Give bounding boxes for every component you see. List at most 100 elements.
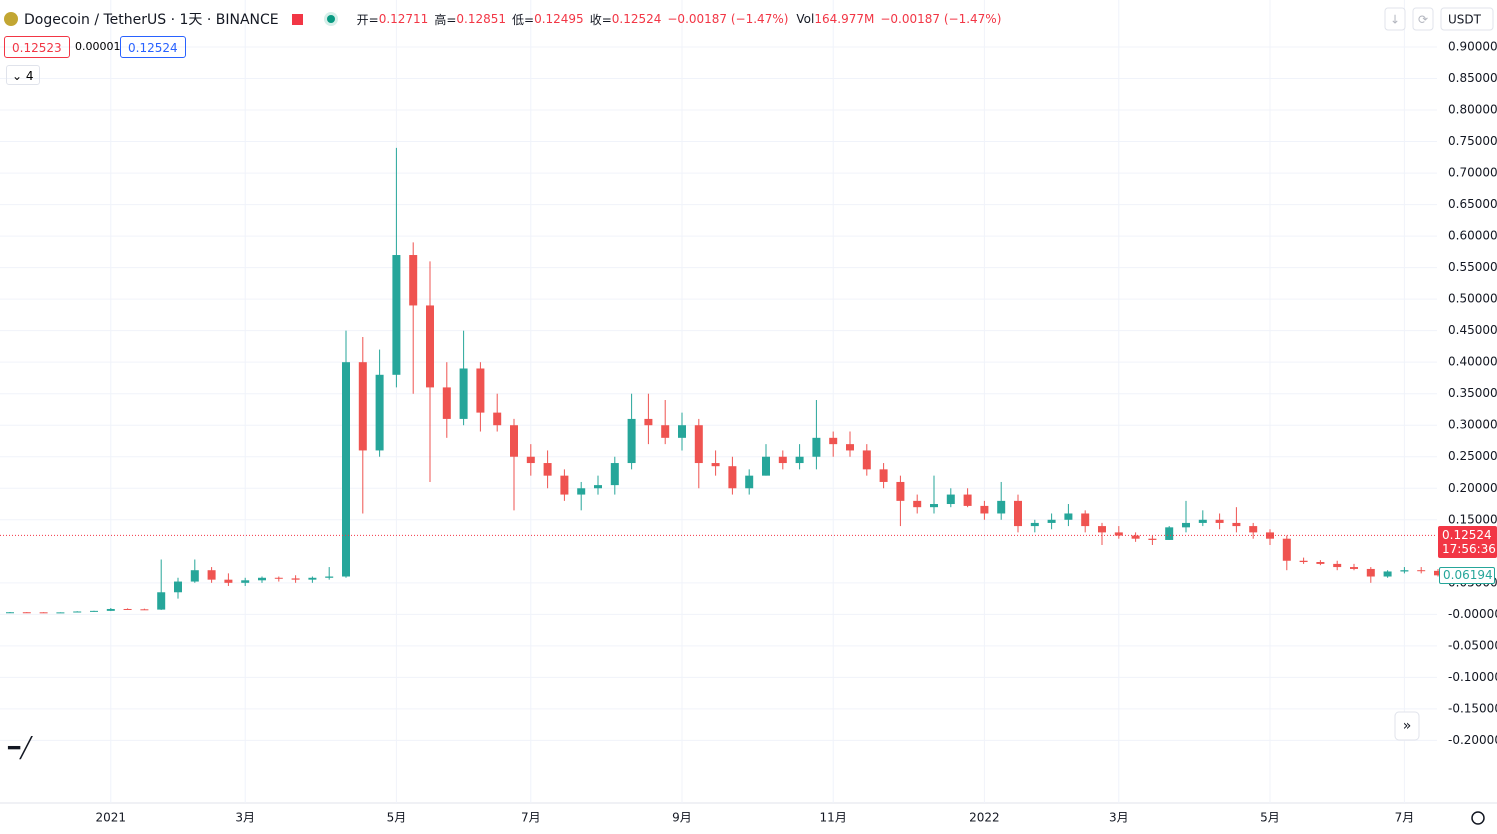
candle-body [258,577,266,581]
marker-box: 0.06194 [1439,567,1495,585]
last-price-label: 0.12524 [1442,528,1492,543]
indicator-count: 4 [25,69,34,83]
candle-body [543,463,552,476]
candle-body [711,463,720,467]
y-tick-label: 0.20000 [1448,481,1497,495]
candle-body [1400,570,1409,572]
y-tick-label: 0.90000 [1448,40,1497,54]
candle-body [1417,570,1426,572]
x-tick-label: 5月 [1260,811,1280,825]
candle-body [1299,560,1308,563]
y-tick-label: 0.15000 [1448,512,1497,526]
spread: 0.00001 [75,40,121,53]
x-tick-label: 2022 [969,811,1000,825]
candle-body [560,475,569,495]
candle-body [997,500,1006,514]
candle-body [442,387,451,419]
candle-body [1232,522,1241,527]
candle-body [157,592,166,610]
candle-body [207,570,216,580]
y-tick-label: 0.25000 [1448,449,1497,463]
candle-body [1215,519,1224,523]
buy-button[interactable]: 0.12524 [120,36,186,58]
candle-body [325,576,334,578]
candle-body [946,494,955,505]
candle-body [1383,571,1392,577]
y-tick-label: -0.05000 [1448,638,1497,652]
y-tick-label: 0.60000 [1448,229,1497,243]
candle-body [392,255,401,375]
candle-body [241,580,250,583]
x-tick-label: 11月 [820,811,847,825]
candle-body [510,425,518,457]
candle-body [795,456,804,464]
candle-body [577,488,586,495]
x-tick-label: 9月 [672,811,692,825]
candle-body [1114,532,1123,536]
flag[interactable] [291,13,303,25]
candle-body [896,481,905,501]
y-tick-label: 0.45000 [1448,323,1497,337]
ohlc-value: 0.12851 [456,12,506,26]
ohlc-value: 0.12711 [378,12,429,26]
y-tick-label: 0.50000 [1448,292,1497,306]
candle-body [1198,519,1207,523]
candle-body [879,469,888,482]
ohlc-label: 高= [434,12,457,27]
candle-body [846,444,854,451]
candle-body [90,610,98,612]
candle-body [694,425,703,464]
scroll-button[interactable] [1394,711,1420,741]
vol-label: Vol [796,12,815,26]
vol-value: 164.977M [814,12,875,26]
symbol[interactable]: Dogecoin / TetherUS · 1天 · BINANCE [24,12,279,28]
candle-body [106,608,115,611]
candle-body [610,463,619,486]
currency: USDT [1448,13,1482,27]
y-tick-label: 0.75000 [1448,134,1497,148]
currency-button[interactable] [1440,7,1494,31]
y-tick-label: 0.85000 [1448,71,1497,85]
y-tick-label: -0.00000 [1448,607,1497,621]
candle-body [1434,570,1442,576]
indicators-toggle[interactable]: ⌄ 4 [6,65,40,85]
candle-body [22,612,31,614]
y-tick-label: 0.30000 [1448,418,1497,432]
y-tick-label: -0.20000 [1448,733,1497,747]
settings-button[interactable] [1471,811,1485,825]
candle-body [1366,568,1375,577]
download-icon: ↓ [1390,13,1400,27]
x-tick-label: 2021 [96,811,127,825]
y-tick-label: 0.55000 [1448,260,1497,274]
candle-body [1165,527,1174,540]
candle-body [627,418,636,464]
candle-body [1350,567,1358,569]
candle-body [224,579,233,583]
candle-body [459,368,468,419]
status-dot [326,15,335,23]
chevron: ⌄ [12,69,26,83]
candle-body [762,456,770,476]
candle-body [426,305,434,388]
svg-text:━╱: ━╱ [7,736,33,760]
sell-button[interactable]: 0.12523 [4,36,70,58]
candle-body [308,577,317,580]
y-tick-label: 0.80000 [1448,103,1497,117]
candle-body [1316,562,1325,564]
candle-body [123,608,132,610]
candle-body [1030,522,1039,527]
candle-body [1131,535,1140,539]
candle-body [1081,513,1090,527]
tv-logo: ━╱ [7,736,33,760]
last-price-box: 0.12524 17:56:36 [1438,526,1497,559]
candle-body [812,437,821,457]
x-tick-label: 5月 [387,811,407,825]
candle-body [190,570,199,582]
ohlc-label: 开= [356,12,379,27]
countdown: 17:56:36 [1442,542,1496,557]
candle-body [6,612,14,614]
download-button[interactable] [1384,7,1406,31]
candle-body [980,505,989,514]
refresh-button[interactable] [1412,7,1434,31]
